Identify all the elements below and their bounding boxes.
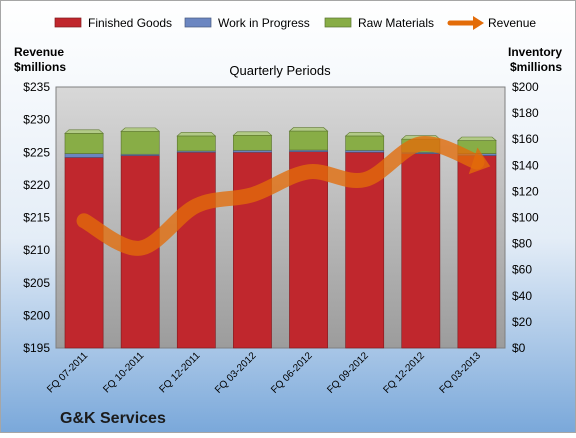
left-tick-label: $215 (23, 211, 50, 225)
bar-top-face (346, 132, 384, 136)
right-tick-label: $40 (512, 289, 532, 303)
left-tick-label: $235 (23, 80, 50, 94)
right-tick-label: $200 (512, 80, 539, 94)
legend-swatch (55, 18, 81, 27)
bar-segment (177, 136, 215, 151)
left-axis-ticks: $195 $200 $205 $210 $215 $220 $225 $230 $235 (23, 80, 50, 355)
legend-swatch (325, 18, 351, 27)
bar-segment (289, 131, 327, 150)
bar-segment (65, 157, 103, 348)
bar-segment (233, 135, 271, 150)
bar-segment (346, 136, 384, 150)
legend-swatch (185, 18, 211, 27)
bar-segment (458, 156, 496, 348)
bar-top-face (289, 128, 327, 131)
left-axis-unit: $millions (14, 60, 66, 74)
legend-label: Work in Progress (218, 16, 310, 30)
right-tick-label: $0 (512, 341, 526, 355)
right-axis-unit: $millions (510, 60, 562, 74)
right-axis-title: Inventory (508, 45, 562, 59)
bar-segment (65, 154, 103, 158)
bar-segment (65, 133, 103, 153)
left-tick-label: $220 (23, 178, 50, 192)
left-tick-label: $195 (23, 341, 50, 355)
bar-top-face (121, 128, 159, 131)
bar-segment (121, 131, 159, 154)
right-tick-label: $140 (512, 158, 539, 172)
right-tick-label: $160 (512, 132, 539, 146)
bar-top-face (65, 130, 103, 134)
legend-label: Revenue (488, 16, 536, 30)
bar-top-face (177, 132, 215, 136)
left-tick-label: $210 (23, 243, 50, 257)
right-tick-label: $100 (512, 211, 539, 225)
bar-top-face (233, 132, 271, 136)
right-tick-label: $80 (512, 237, 532, 251)
right-tick-label: $20 (512, 315, 532, 329)
bar-top-face (458, 137, 496, 141)
left-tick-label: $205 (23, 276, 50, 290)
legend-label: Raw Materials (358, 16, 434, 30)
left-tick-label: $230 (23, 113, 50, 127)
bar-segment (402, 154, 440, 348)
right-tick-label: $60 (512, 263, 532, 277)
right-tick-label: $120 (512, 184, 539, 198)
chart-title: Quarterly Periods (229, 63, 331, 78)
company-name: G&K Services (60, 410, 166, 427)
left-tick-label: $200 (23, 308, 50, 322)
right-tick-label: $180 (512, 106, 539, 120)
bar-segment (177, 152, 215, 348)
left-axis-title: Revenue (14, 45, 64, 59)
left-tick-label: $225 (23, 145, 50, 159)
legend-label: Finished Goods (88, 16, 172, 30)
